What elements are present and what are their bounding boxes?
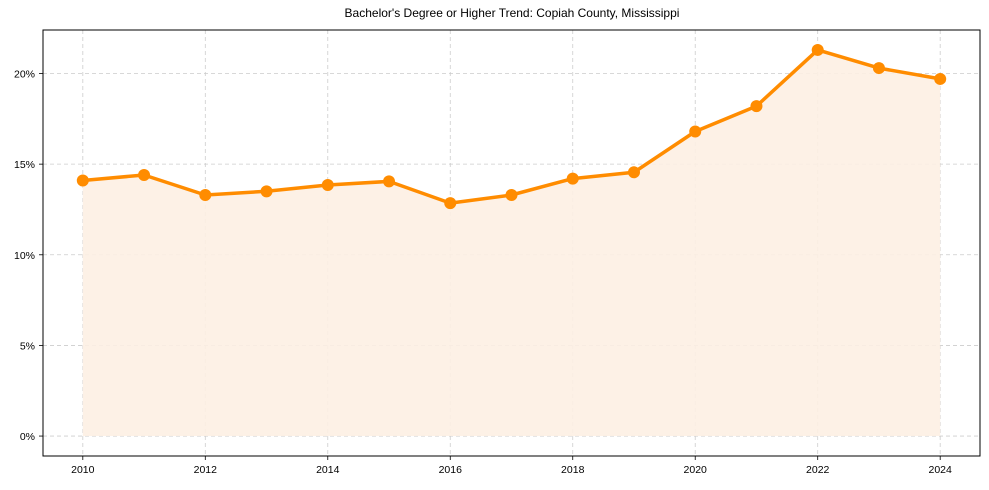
data-point: [444, 197, 457, 210]
y-tick-label: 5%: [20, 340, 35, 352]
x-tick-label: 2010: [71, 464, 95, 476]
data-point: [689, 125, 702, 138]
x-tick-label: 2012: [194, 464, 218, 476]
y-tick-label: 20%: [14, 69, 35, 81]
x-axis: 2010 2012 2014 2016 2018 2020 2022 2024: [71, 456, 952, 476]
data-point: [199, 188, 212, 201]
y-tick-label: 10%: [14, 250, 35, 262]
area-fill: [82, 49, 941, 437]
data-point: [934, 72, 947, 85]
data-point: [627, 166, 640, 179]
y-tick-label: 15%: [14, 159, 35, 171]
chart-title: Bachelor's Degree or Higher Trend: Copia…: [344, 6, 680, 20]
data-point: [383, 175, 396, 188]
x-tick-label: 2014: [316, 464, 340, 476]
data-point: [750, 100, 763, 113]
data-point: [811, 43, 824, 56]
x-tick-label: 2016: [439, 464, 463, 476]
data-point: [872, 62, 885, 75]
data-point: [566, 172, 579, 185]
data-point: [505, 188, 518, 201]
axes-frame: [42, 29, 981, 457]
data-markers: [76, 43, 947, 210]
data-point: [138, 169, 151, 182]
x-tick-label: 2024: [929, 464, 953, 476]
data-point: [76, 174, 89, 187]
x-tick-label: 2020: [684, 464, 708, 476]
y-tick-label: 0%: [20, 431, 35, 443]
x-tick-label: 2022: [806, 464, 830, 476]
y-axis: 0% 5% 10% 15% 20%: [14, 69, 43, 443]
data-point: [260, 185, 273, 198]
data-point: [321, 178, 334, 191]
x-tick-label: 2018: [561, 464, 585, 476]
